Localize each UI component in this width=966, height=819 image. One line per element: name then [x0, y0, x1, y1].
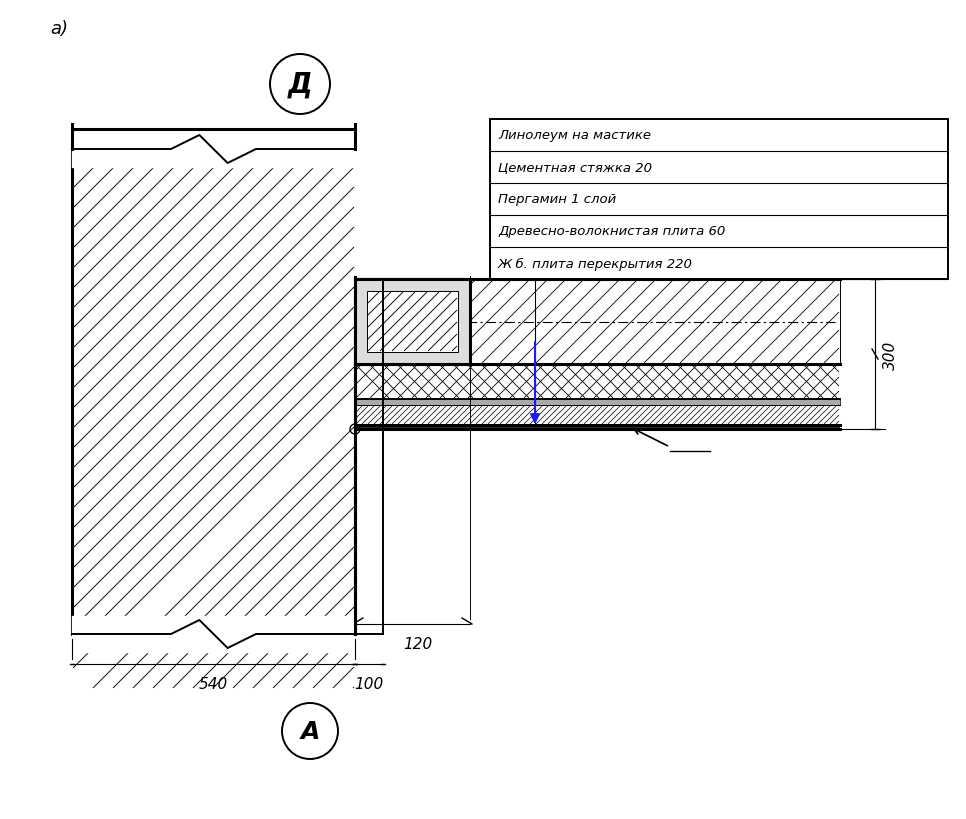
Bar — [355, 279, 470, 292]
Bar — [355, 279, 840, 364]
Bar — [355, 279, 470, 364]
Text: Линолеум на мастике: Линолеум на мастике — [498, 129, 651, 143]
Bar — [355, 426, 840, 429]
Text: Древесно-волокнистая плита 60: Древесно-волокнистая плита 60 — [498, 225, 725, 238]
Text: а): а) — [50, 20, 68, 38]
Text: Д: Д — [288, 71, 312, 99]
Bar — [490, 120, 948, 279]
Text: 120: 120 — [403, 636, 432, 651]
Bar — [458, 292, 470, 352]
Bar — [355, 405, 840, 426]
Text: 100: 100 — [355, 676, 384, 691]
Bar — [355, 279, 470, 364]
Text: Цементная стяжка 20: Цементная стяжка 20 — [498, 161, 652, 174]
Text: Пергамин 1 слой: Пергамин 1 слой — [498, 193, 616, 206]
Text: А: А — [300, 719, 320, 743]
Bar — [367, 292, 458, 352]
Text: Ж б. плита перекрытия 220: Ж б. плита перекрытия 220 — [498, 257, 693, 270]
Text: 540: 540 — [199, 676, 228, 691]
Text: 300: 300 — [883, 340, 898, 369]
Bar — [355, 292, 367, 352]
Bar — [367, 292, 458, 352]
Bar — [355, 352, 470, 364]
Bar — [355, 364, 840, 400]
Bar — [355, 400, 840, 405]
Bar — [72, 130, 355, 689]
